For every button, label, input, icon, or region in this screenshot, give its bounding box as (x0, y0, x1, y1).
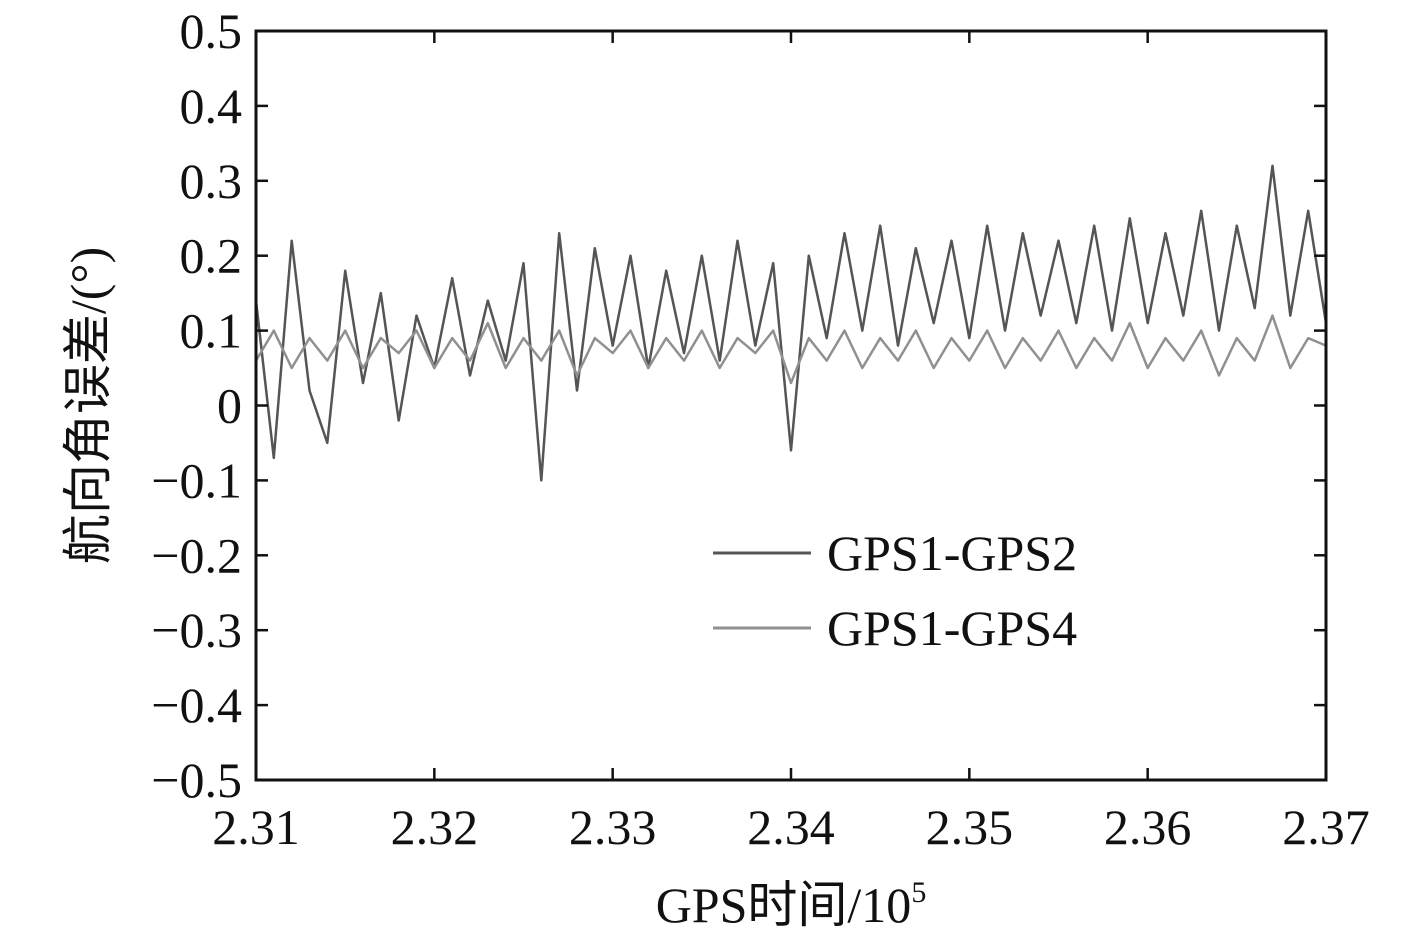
y-tick-label: −0.1 (151, 452, 242, 508)
y-axis: 0.5 0.4 0.3 0.2 0.1 0 −0.1 −0.2 −0.3 −0.4 −0.5 (151, 3, 1326, 808)
x-axis-label-text: GPS时间/10 (656, 877, 912, 932)
x-axis-label-superscript: 5 (911, 876, 926, 909)
y-tick-label: 0.3 (180, 153, 243, 209)
x-axis-label: GPS时间/105 (656, 876, 927, 932)
legend-label-gps1-gps4: GPS1-GPS4 (827, 600, 1077, 656)
y-tick-label: −0.4 (151, 677, 242, 733)
y-tick-label: −0.5 (151, 752, 242, 808)
y-tick-label: 0.2 (180, 228, 243, 284)
legend: GPS1-GPS2 GPS1-GPS4 (713, 525, 1077, 656)
x-tick-label: 2.32 (391, 799, 479, 855)
plot-area (254, 164, 1328, 482)
x-tick-label: 2.34 (747, 799, 835, 855)
x-tick-label: 2.31 (212, 799, 300, 855)
x-axis: 2.31 2.32 2.33 2.34 2.35 2.36 2.37 (212, 31, 1370, 855)
x-tick-label: 2.35 (926, 799, 1014, 855)
y-tick-label: −0.2 (151, 527, 242, 583)
plot-frame (254, 29, 1328, 782)
x-tick-label: 2.33 (569, 799, 657, 855)
series-line-gps1-gps4 (254, 314, 1327, 385)
y-axis-label: 航向角误差/(°) (60, 247, 116, 564)
series-line-gps1-gps2 (254, 164, 1328, 482)
y-tick-label: 0.5 (180, 3, 243, 59)
y-tick-label: −0.3 (151, 602, 242, 658)
y-tick-label: 0.4 (180, 78, 243, 134)
x-tick-label: 2.37 (1282, 799, 1370, 855)
y-tick-label: 0.1 (180, 303, 243, 359)
legend-label-gps1-gps2: GPS1-GPS2 (827, 525, 1077, 581)
y-tick-label: 0 (217, 378, 242, 434)
x-tick-label: 2.36 (1104, 799, 1192, 855)
